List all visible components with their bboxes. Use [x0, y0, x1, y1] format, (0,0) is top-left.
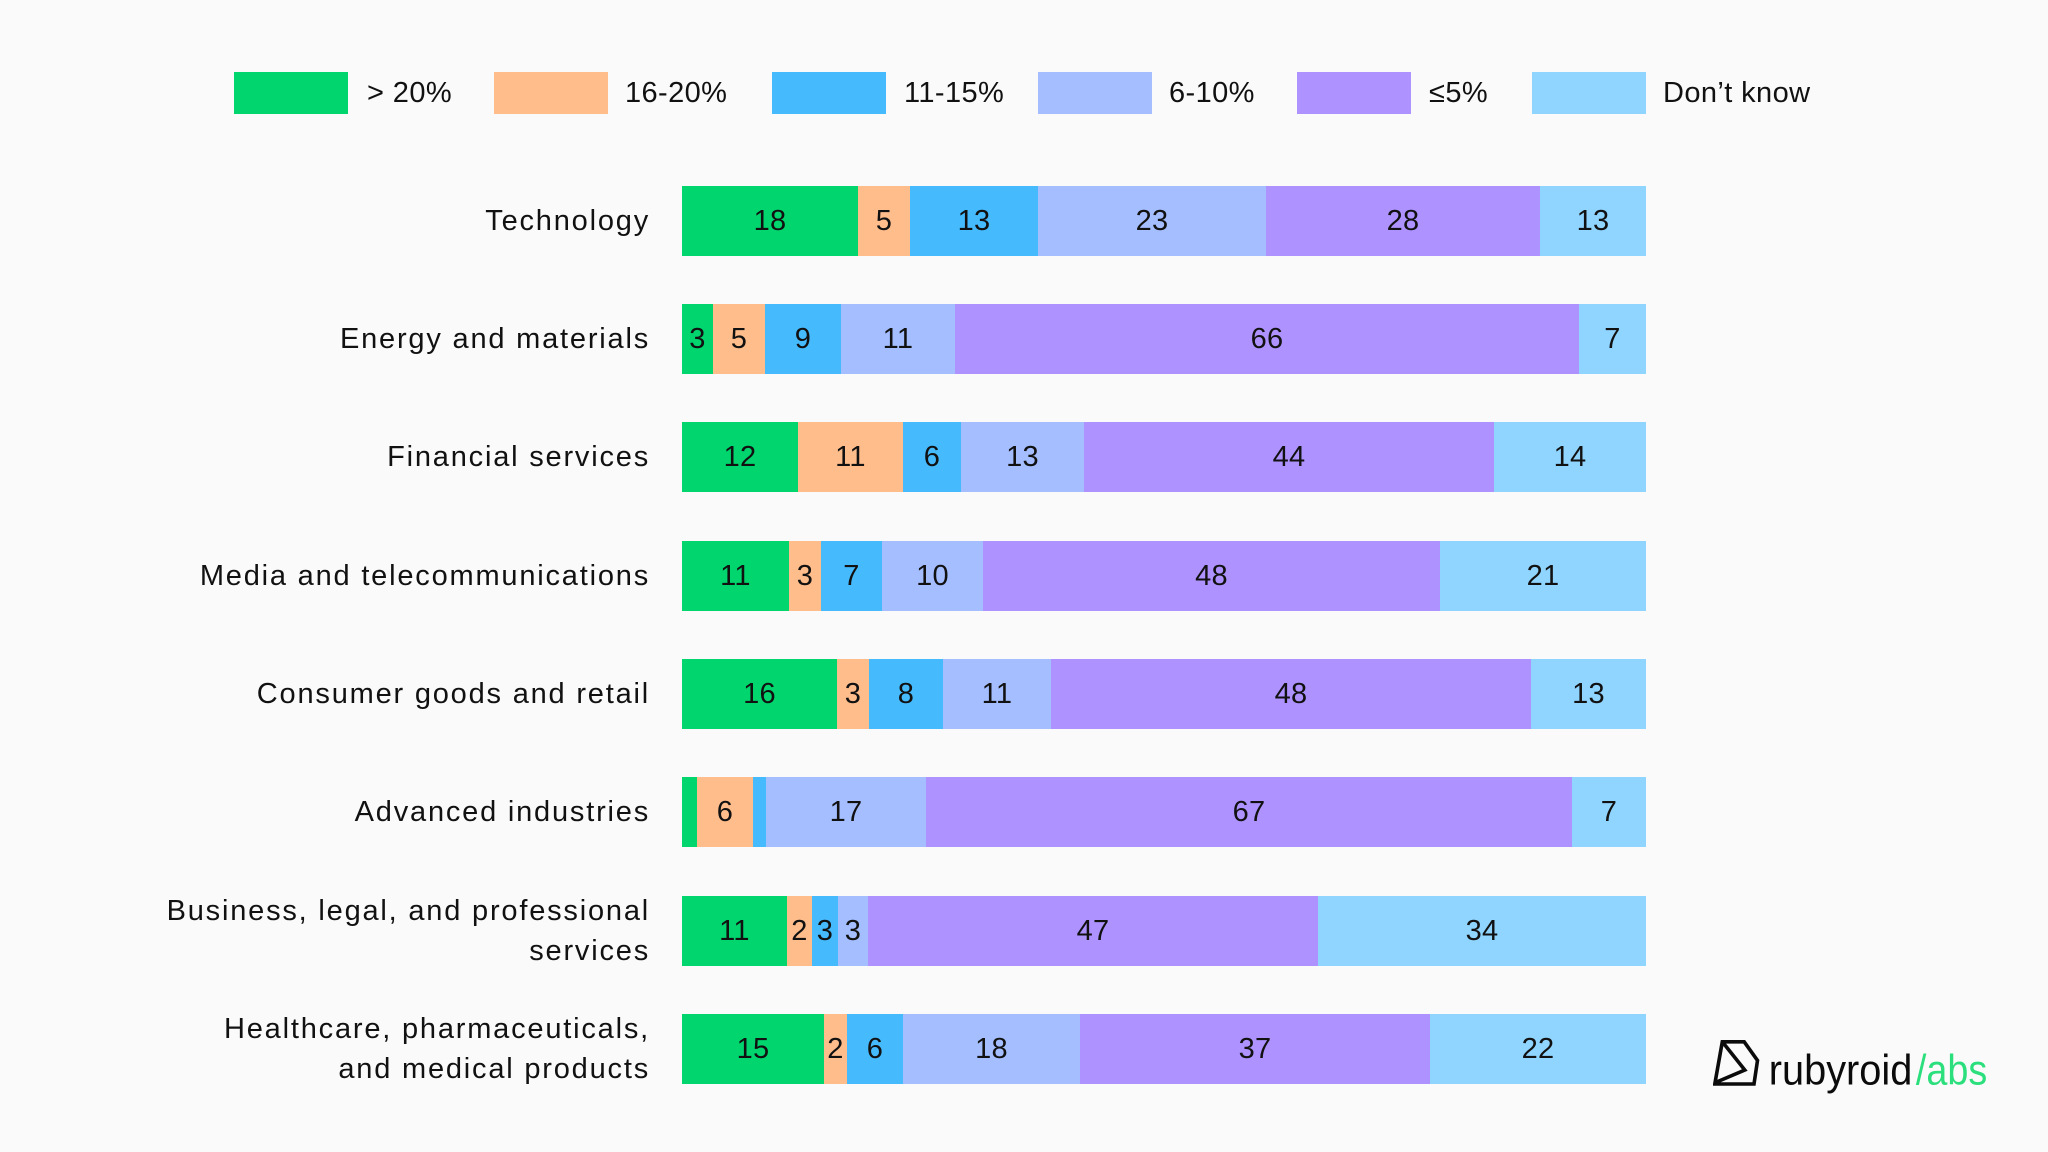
svg-text:rubyroid: rubyroid: [1769, 1047, 1913, 1095]
svg-text:/abs: /abs: [1916, 1047, 1987, 1095]
